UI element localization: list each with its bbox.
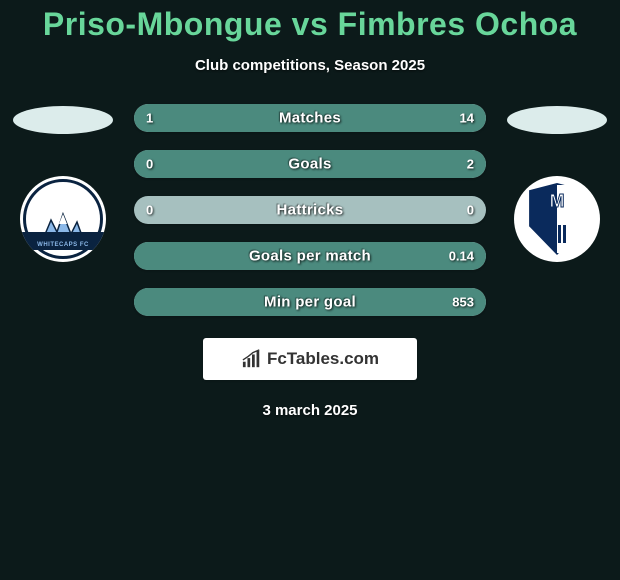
stat-label: Matches <box>134 110 486 127</box>
left-club-text: WHITECAPS FC <box>20 242 106 248</box>
stat-label: Hattricks <box>134 202 486 219</box>
bar-chart-icon <box>241 349 263 369</box>
stat-label: Min per goal <box>134 294 486 311</box>
right-player-oval <box>507 106 607 134</box>
page-title: Priso-Mbongue vs Fimbres Ochoa <box>0 0 620 43</box>
right-club-logo: M <box>514 176 600 262</box>
stat-bar: 00Hattricks <box>134 196 486 224</box>
left-club-logo: WHITECAPS FC <box>20 176 106 262</box>
stat-bar: 0.14Goals per match <box>134 242 486 270</box>
stat-label: Goals <box>134 156 486 173</box>
stat-bars-column: 114Matches 02Goals 00Hattricks 0.14Goals pe… <box>118 104 502 316</box>
comparison-row: WHITECAPS FC 114Matches 02Goals 00Hattrick… <box>0 104 620 316</box>
left-player-oval <box>13 106 113 134</box>
page-subtitle: Club competitions, Season 2025 <box>0 57 620 74</box>
stat-bar: 853Min per goal <box>134 288 486 316</box>
brand-box[interactable]: FcTables.com <box>203 338 417 380</box>
left-player-column: WHITECAPS FC <box>8 104 118 262</box>
right-player-column: M <box>502 104 612 262</box>
shield-icon: M <box>526 183 588 255</box>
brand-text: FcTables.com <box>267 349 379 369</box>
date-text: 3 march 2025 <box>0 402 620 419</box>
stat-bar: 114Matches <box>134 104 486 132</box>
stat-label: Goals per match <box>134 248 486 265</box>
stat-bar: 02Goals <box>134 150 486 178</box>
